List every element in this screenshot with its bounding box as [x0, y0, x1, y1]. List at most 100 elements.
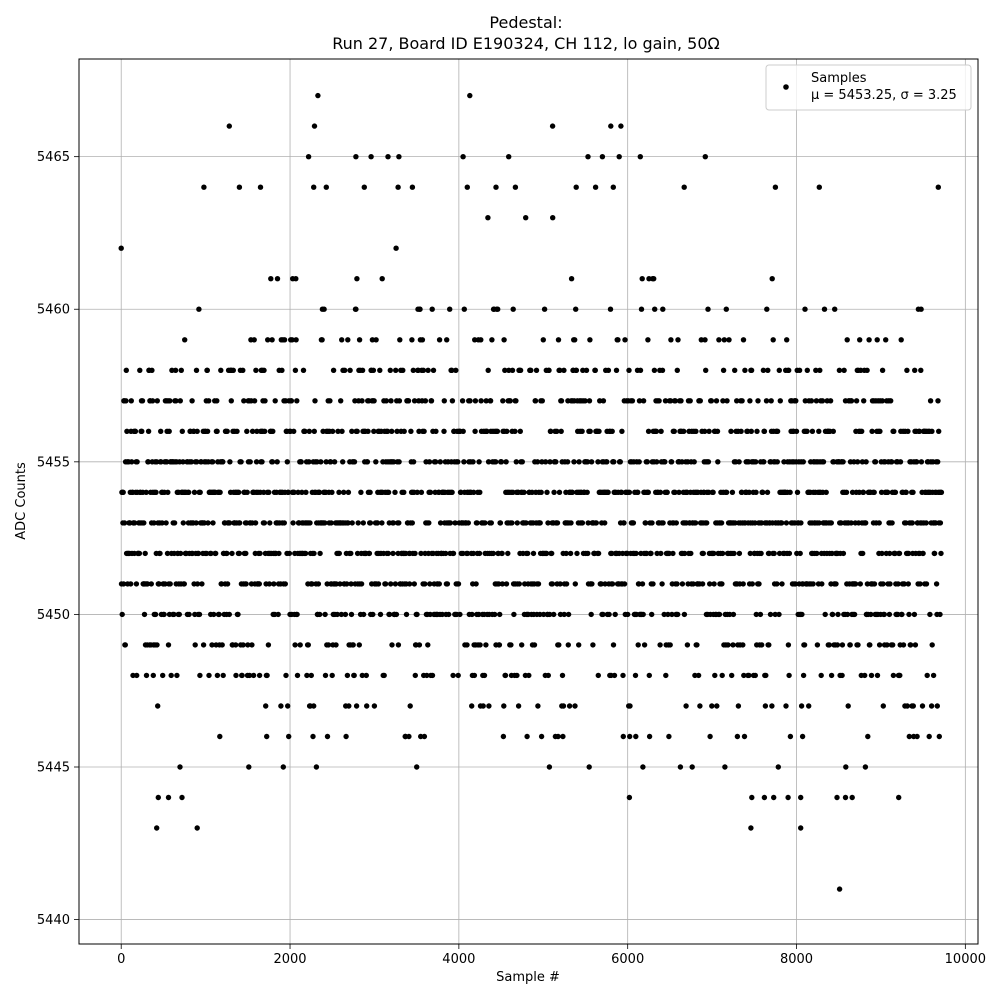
- sample-point: [325, 642, 332, 648]
- sample-point: [586, 764, 592, 770]
- sample-point: [218, 581, 225, 587]
- sample-point: [736, 459, 742, 465]
- sample-point: [167, 398, 173, 404]
- sample-point: [356, 337, 363, 343]
- sample-point-outlier: [785, 794, 791, 801]
- sample-point: [469, 611, 475, 618]
- sample-point: [937, 520, 944, 526]
- sample-point: [195, 550, 202, 557]
- sample-point: [561, 611, 567, 618]
- sample-point: [396, 398, 403, 404]
- sample-point: [723, 489, 730, 495]
- sample-point: [610, 642, 617, 648]
- sample-point: [470, 550, 477, 557]
- sample-point: [703, 367, 709, 373]
- sample-point-outlier: [464, 184, 470, 190]
- sample-point-outlier: [836, 886, 843, 892]
- sample-point: [555, 733, 561, 740]
- sample-point: [749, 581, 755, 587]
- sample-point: [565, 642, 571, 648]
- sample-point: [387, 367, 393, 373]
- sample-point: [793, 428, 800, 434]
- sample-point: [375, 581, 382, 587]
- sample-point: [130, 672, 136, 679]
- sample-point: [738, 428, 744, 434]
- sample-point: [668, 337, 674, 343]
- sample-point: [645, 428, 652, 434]
- sample-point: [868, 611, 874, 618]
- x-tick-label: 6000: [611, 952, 644, 967]
- sample-point: [455, 672, 461, 679]
- sample-point: [876, 520, 882, 526]
- sample-point: [421, 733, 428, 740]
- sample-point: [739, 398, 745, 404]
- sample-point: [919, 703, 926, 709]
- sample-point: [652, 306, 658, 312]
- sample-point: [155, 703, 161, 709]
- sample-point: [526, 672, 532, 679]
- sample-point: [872, 459, 879, 465]
- sample-point: [485, 367, 491, 373]
- sample-point: [346, 703, 352, 709]
- sample-point: [306, 428, 312, 434]
- sample-point: [319, 337, 325, 343]
- sample-point: [157, 550, 163, 557]
- sample-point: [563, 550, 569, 557]
- sample-point: [214, 398, 220, 404]
- sample-point: [371, 703, 378, 709]
- sample-point: [658, 550, 664, 557]
- sample-point: [422, 398, 429, 404]
- sample-point-outlier: [368, 154, 374, 160]
- sample-point: [439, 611, 445, 618]
- sample-point: [896, 550, 903, 557]
- sample-point: [689, 764, 695, 770]
- sample-point: [513, 459, 519, 465]
- sample-point: [615, 337, 621, 343]
- sample-point: [224, 581, 231, 587]
- sample-point: [305, 642, 311, 648]
- sample-point: [692, 672, 698, 679]
- sample-point: [681, 428, 687, 434]
- sample-point: [141, 520, 147, 526]
- sample-point: [310, 733, 316, 740]
- sample-point: [142, 550, 148, 557]
- x-tick-label: 4000: [442, 952, 475, 967]
- legend-marker-icon: [783, 84, 789, 90]
- sample-point: [764, 489, 771, 495]
- sample-point: [408, 428, 414, 434]
- sample-point: [834, 642, 841, 648]
- sample-point: [492, 611, 498, 618]
- sample-point: [841, 367, 847, 373]
- sample-point: [887, 550, 893, 557]
- sample-point-outlier: [616, 154, 622, 160]
- sample-point: [531, 642, 538, 648]
- sample-point: [480, 703, 486, 709]
- sample-point: [322, 672, 329, 679]
- sample-point-outlier: [512, 184, 519, 190]
- sample-point: [557, 611, 564, 618]
- sample-point: [289, 337, 295, 343]
- sample-point: [345, 520, 351, 526]
- sample-point: [651, 276, 657, 282]
- sample-point: [200, 642, 207, 648]
- sample-point: [740, 337, 747, 343]
- sample-point: [808, 398, 815, 404]
- sample-point: [769, 276, 775, 282]
- sample-point: [644, 459, 650, 465]
- sample-point: [672, 398, 678, 404]
- sample-point: [839, 642, 846, 648]
- sample-point: [453, 367, 459, 373]
- sample-point: [132, 520, 138, 526]
- sample-point: [208, 550, 214, 557]
- sample-point: [227, 459, 233, 465]
- sample-point: [521, 489, 527, 495]
- sample-point-outlier: [935, 184, 941, 190]
- sample-point: [358, 489, 364, 495]
- sample-point: [158, 459, 164, 465]
- sample-point: [458, 489, 464, 495]
- sample-point: [574, 550, 580, 557]
- sample-point: [744, 428, 751, 434]
- sample-point: [916, 428, 923, 434]
- sample-point-outlier: [842, 794, 849, 801]
